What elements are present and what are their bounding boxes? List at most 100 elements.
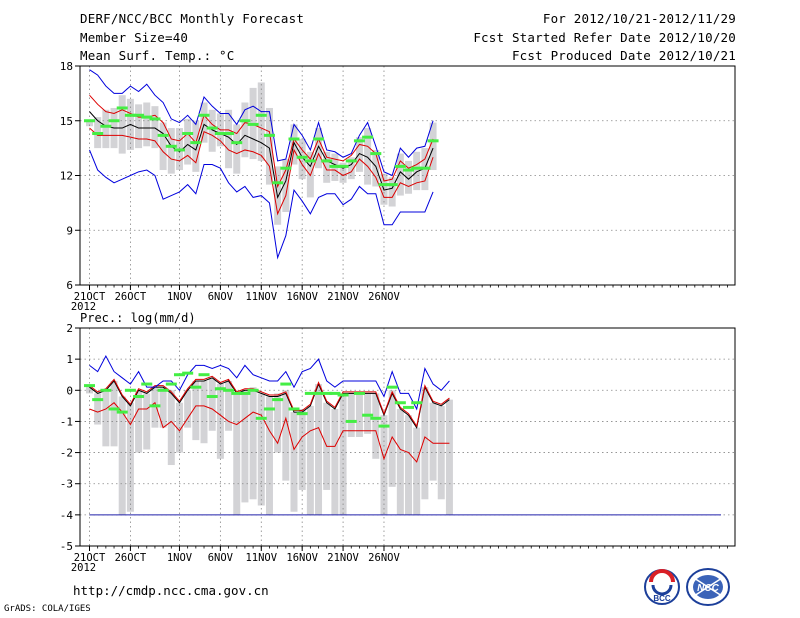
forecast-marker bbox=[231, 141, 243, 145]
x-tick-label: 6NOV bbox=[208, 552, 234, 564]
member-size-label: Member Size=40 bbox=[80, 30, 189, 45]
forecast-marker bbox=[84, 384, 95, 388]
member-box bbox=[274, 393, 282, 453]
member-box bbox=[429, 122, 437, 171]
forecast-marker bbox=[173, 148, 185, 152]
forecast-marker bbox=[394, 401, 406, 405]
member-box bbox=[135, 104, 143, 149]
member-box bbox=[192, 380, 200, 441]
member-box bbox=[208, 377, 216, 431]
member-box bbox=[388, 177, 396, 207]
member-box bbox=[290, 412, 298, 512]
forecast-marker bbox=[247, 122, 259, 126]
forecast-marker bbox=[92, 132, 104, 136]
forecast-marker bbox=[378, 183, 390, 187]
member-box bbox=[445, 399, 453, 515]
forecast-marker bbox=[321, 391, 333, 395]
series-line-ensemble-max bbox=[89, 69, 434, 177]
x-tick-label: 1NOV bbox=[167, 552, 193, 564]
forecast-marker bbox=[272, 181, 284, 185]
member-box bbox=[265, 396, 273, 515]
forecast-marker bbox=[133, 395, 145, 399]
forecast-marker bbox=[124, 113, 136, 117]
series-line-ensemble-min bbox=[89, 149, 434, 260]
forecast-marker bbox=[173, 373, 185, 377]
member-box bbox=[225, 380, 233, 431]
forecast-marker bbox=[411, 401, 423, 405]
forecast-period: For 2012/10/21-2012/11/29 bbox=[542, 11, 736, 26]
member-box bbox=[118, 396, 126, 515]
forecast-marker bbox=[223, 132, 235, 136]
x-tick-label: 16NOV bbox=[286, 291, 318, 303]
forecast-marker bbox=[362, 135, 374, 139]
forecast-marker bbox=[223, 388, 235, 392]
precip-panel-title: Prec.: log(mm/d) bbox=[80, 311, 196, 325]
member-box bbox=[151, 106, 159, 149]
member-box bbox=[102, 109, 110, 149]
y-tick-label: 15 bbox=[60, 115, 73, 128]
bcc-logo-text: BCC bbox=[653, 594, 671, 603]
member-box bbox=[86, 120, 93, 127]
member-box bbox=[257, 82, 265, 161]
member-box bbox=[159, 122, 167, 171]
x-tick-label: 6NOV bbox=[208, 291, 234, 303]
series-line-ensemble-max bbox=[89, 354, 450, 411]
forecast-marker bbox=[190, 385, 202, 389]
member-box bbox=[347, 393, 355, 437]
member-box bbox=[282, 159, 290, 212]
y-tick-label: -1 bbox=[60, 415, 73, 428]
forecast-marker bbox=[165, 382, 177, 386]
y-tick-label: 9 bbox=[66, 224, 73, 237]
member-box bbox=[200, 380, 208, 444]
member-box bbox=[265, 107, 273, 185]
forecast-marker bbox=[100, 124, 112, 128]
series-line-lower-spread bbox=[89, 127, 434, 216]
forecast-marker bbox=[157, 133, 169, 137]
x-tick-label: 11NOV bbox=[245, 291, 277, 303]
series-line-upper-spread bbox=[89, 375, 450, 428]
forecast-marker bbox=[263, 133, 275, 137]
member-box bbox=[143, 393, 151, 450]
forecast-marker bbox=[403, 168, 415, 172]
forecast-marker bbox=[288, 407, 300, 411]
forecast-marker bbox=[403, 405, 415, 409]
member-box bbox=[192, 120, 200, 172]
forecast-marker bbox=[198, 113, 210, 117]
forecast-marker bbox=[370, 152, 382, 156]
forecast-marker bbox=[263, 407, 275, 411]
fcst-started-date: Fcst Started Refer Date 2012/10/20 bbox=[473, 30, 736, 45]
member-box bbox=[102, 390, 110, 447]
precipitation-panel: -5 -4 -3 -2 -1 0 1 2 21OCT 26OCT 1NOV 6NOV 11NOV 16NO… bbox=[60, 322, 736, 574]
y-tick-label: 0 bbox=[66, 384, 73, 397]
member-box bbox=[405, 160, 413, 194]
forecast-marker bbox=[124, 388, 136, 392]
y-tick-label: 18 bbox=[60, 60, 73, 73]
member-box bbox=[298, 139, 306, 180]
forecast-marker bbox=[296, 155, 308, 159]
member-box bbox=[118, 95, 126, 154]
x-tick-label: 21OCT bbox=[74, 552, 106, 564]
forecast-marker bbox=[255, 113, 267, 117]
member-box bbox=[167, 390, 175, 466]
member-box bbox=[143, 102, 151, 147]
forecast-marker bbox=[165, 144, 177, 148]
y-tick-label: 12 bbox=[60, 170, 73, 183]
forecast-marker bbox=[362, 413, 374, 417]
forecast-marker bbox=[182, 132, 194, 136]
forecast-marker bbox=[394, 164, 406, 168]
forecast-marker bbox=[100, 388, 112, 392]
x-tick-label: 26NOV bbox=[368, 552, 400, 564]
member-box bbox=[208, 109, 216, 152]
ncc-logo: NCC bbox=[686, 568, 730, 606]
member-box bbox=[364, 393, 372, 434]
forecast-marker bbox=[108, 407, 120, 411]
forecast-marker bbox=[427, 139, 439, 143]
member-box bbox=[184, 390, 192, 428]
forecast-marker bbox=[198, 373, 210, 377]
member-box bbox=[233, 393, 241, 515]
forecast-marker bbox=[353, 139, 365, 143]
x-tick-label: 21NOV bbox=[327, 552, 359, 564]
forecast-marker bbox=[149, 404, 161, 408]
member-box bbox=[372, 149, 380, 187]
